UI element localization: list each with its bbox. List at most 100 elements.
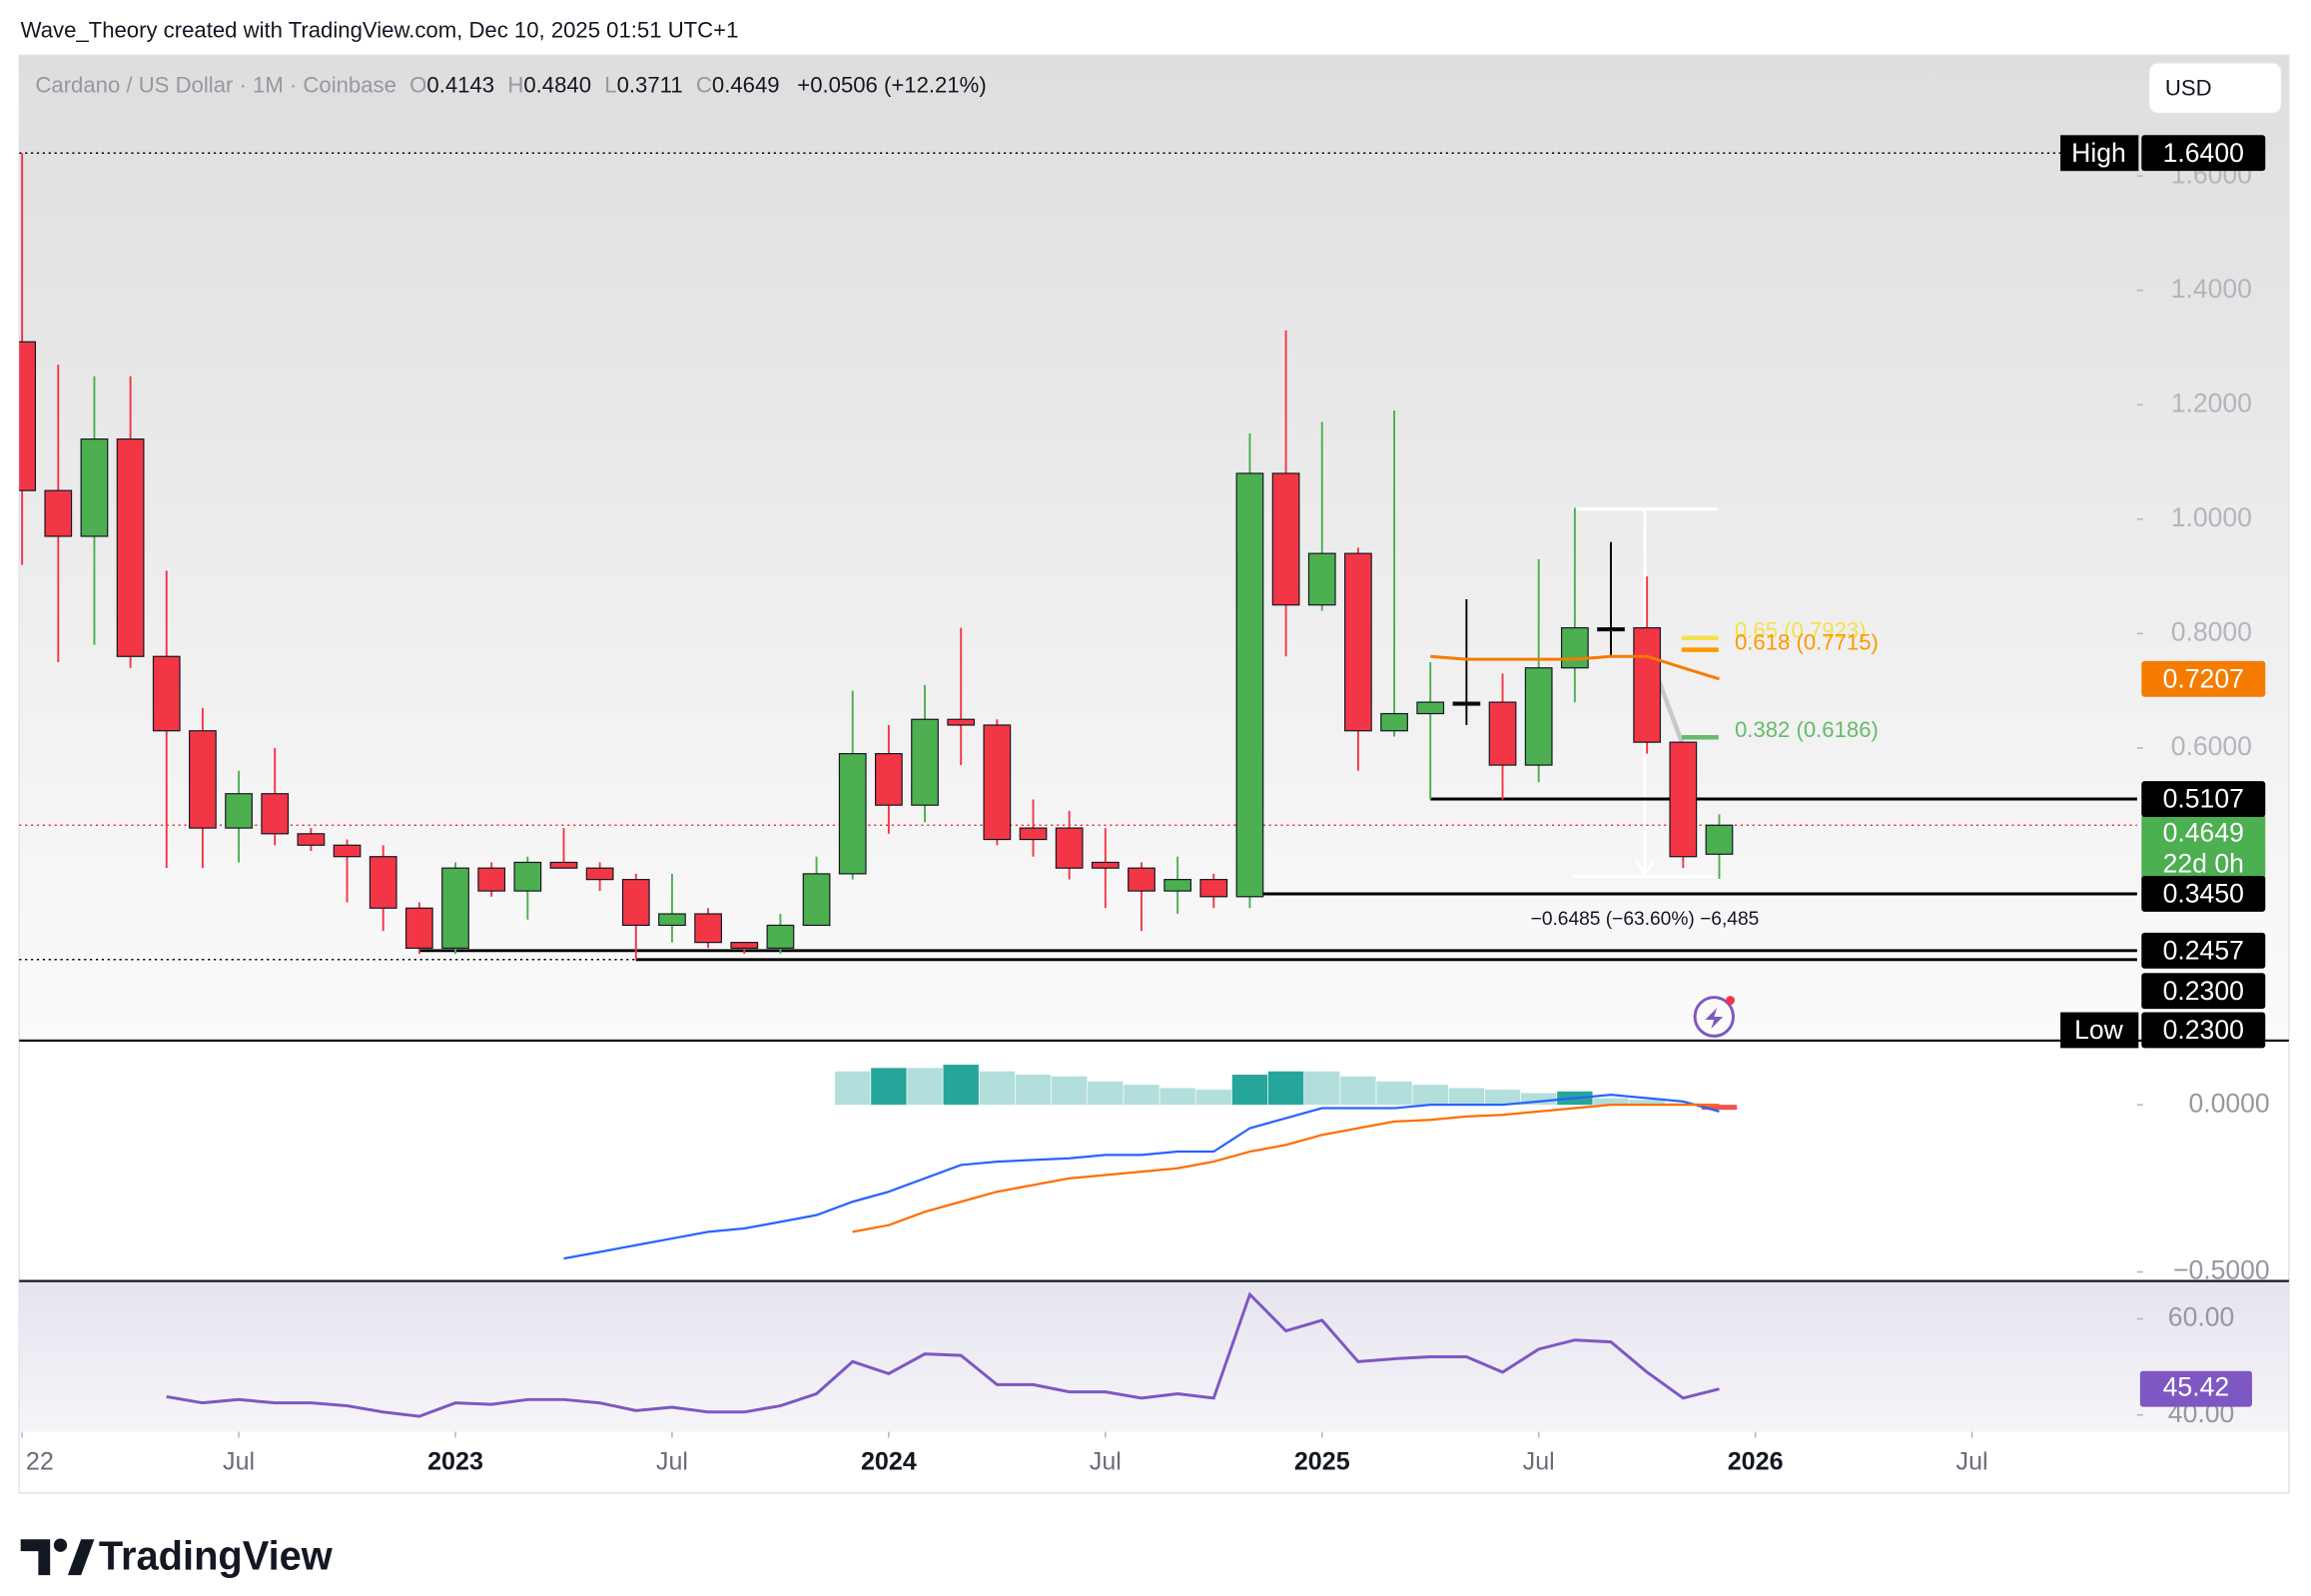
candle-body [658, 913, 686, 927]
macd-histogram-bar [1304, 1071, 1340, 1106]
candle-body [1633, 627, 1662, 743]
x-tick-label: 2025 [1294, 1448, 1350, 1476]
candle-body [911, 718, 939, 806]
candle-body [44, 489, 73, 537]
macd-histogram-bar [1088, 1081, 1124, 1106]
candle-body [116, 438, 145, 657]
candle-body [152, 655, 181, 732]
rsi-value-box [2139, 1370, 2252, 1407]
candle-body [983, 724, 1012, 841]
macd-histogram-bar [907, 1068, 943, 1106]
macd-histogram-bar [835, 1071, 871, 1106]
macd-histogram-bar [1124, 1085, 1159, 1106]
candle-body [1597, 627, 1625, 632]
price-label: 1.6400 [2163, 138, 2244, 168]
candle-body [80, 438, 109, 537]
candle-body [1091, 861, 1120, 869]
macd-histogram-bar [1231, 1075, 1268, 1106]
ohlc-value: 0.4840 [523, 73, 591, 98]
candle-body [1560, 627, 1589, 669]
x-tick-label: 2023 [427, 1448, 483, 1476]
candle-body [297, 833, 326, 846]
rsi-line [166, 1291, 1720, 1418]
ohlc-value: 0.3711 [617, 73, 683, 98]
y-tick-label: 0.6000 [2171, 731, 2252, 761]
fib-label: 0.65 (0.7923) [1735, 618, 1867, 643]
price-tag-box [2060, 1012, 2139, 1049]
price-tag: Low [2074, 1015, 2123, 1045]
header: Wave_Theory created with TradingView.com… [21, 17, 739, 42]
ohlc-key: O [409, 73, 426, 98]
brand: TradingView [99, 1534, 334, 1578]
time-axis [19, 1431, 2289, 1493]
y-tick-label: 0.0000 [2188, 1088, 2269, 1118]
candle-body [333, 844, 362, 858]
fib-label: 0.382 (0.6186) [1735, 717, 1879, 742]
change: +0.0506 (+12.21%) [797, 73, 986, 98]
y-tick-label: 0.8000 [2171, 616, 2252, 646]
candle-body [441, 867, 469, 949]
candle-body [1705, 824, 1734, 855]
x-tick-label: Jul [1956, 1448, 1988, 1476]
last-price-box [2141, 814, 2266, 884]
candle-body [189, 730, 217, 829]
ohlc-key: L [604, 73, 616, 98]
plot: 0.65 (0.7923)0.618 (0.7715) 0.382 (0.6186… [19, 152, 2137, 1418]
currency[interactable]: USD [2165, 75, 2212, 100]
ohlc-key: C [696, 73, 712, 98]
rsi-pane [19, 1280, 2289, 1432]
macd-histogram-bar [1267, 1071, 1304, 1106]
candle-body [1235, 472, 1264, 898]
candle-body [1128, 867, 1156, 892]
candle-body [838, 753, 867, 875]
x-tick-label: Jul [656, 1448, 688, 1476]
price-tag-box [2060, 135, 2139, 172]
candle-body [585, 867, 614, 881]
ema-line [1430, 654, 1720, 681]
price-label: 0.2457 [2163, 935, 2244, 965]
y-tick-label: 1.0000 [2171, 502, 2252, 532]
candle-body [694, 913, 722, 944]
price-label-box [2141, 876, 2266, 912]
x-tick-label: 2024 [861, 1448, 917, 1476]
macd-histogram-bar [871, 1068, 907, 1106]
price-tag: High [2071, 138, 2126, 168]
macd-histogram-bar [1412, 1085, 1448, 1106]
macd-histogram-bar [1593, 1098, 1629, 1106]
candle-body [1271, 472, 1300, 606]
fib-label: 0.618 (0.7715) [1735, 629, 1879, 654]
candle-body [225, 793, 253, 829]
price-label: 0.2300 [2163, 1015, 2244, 1045]
x-tick-label: 2026 [1728, 1448, 1784, 1476]
price-label: 0.3450 [2163, 878, 2244, 908]
macd-histogram-bar [1629, 1100, 1665, 1106]
candle-body [1669, 741, 1698, 858]
candle-body [261, 793, 290, 835]
countdown: 22d 0h [2163, 849, 2244, 879]
ema-value-label: 0.7207 [2163, 663, 2244, 693]
candle-body [802, 873, 831, 927]
macd-histogram-bar [1520, 1093, 1557, 1106]
macd-histogram-bar [979, 1071, 1016, 1106]
frame [18, 54, 2290, 1494]
x-tick-label: Jul [1523, 1448, 1555, 1476]
macd-histogram-bar [1015, 1075, 1052, 1106]
macd-histogram-bar [1484, 1090, 1521, 1106]
price-label: 0.2300 [2163, 976, 2244, 1006]
ema-value-label-box [2141, 660, 2266, 697]
currency-button[interactable] [2147, 62, 2283, 115]
candle-body [477, 867, 506, 892]
y-tick-label: 1.4000 [2171, 274, 2252, 304]
candle-body [621, 879, 650, 927]
ohlc-value: 0.4143 [426, 73, 494, 98]
y-tick-label: 60.00 [2168, 1302, 2234, 1332]
y-tick-label: −0.5000 [2173, 1255, 2270, 1285]
candle-body [513, 861, 542, 892]
candle-body [1380, 712, 1408, 732]
candle-body [404, 907, 433, 949]
macd-histogram-bar [1051, 1076, 1088, 1106]
macd-line [563, 1094, 1720, 1260]
macd-histogram-bar [1376, 1081, 1412, 1106]
